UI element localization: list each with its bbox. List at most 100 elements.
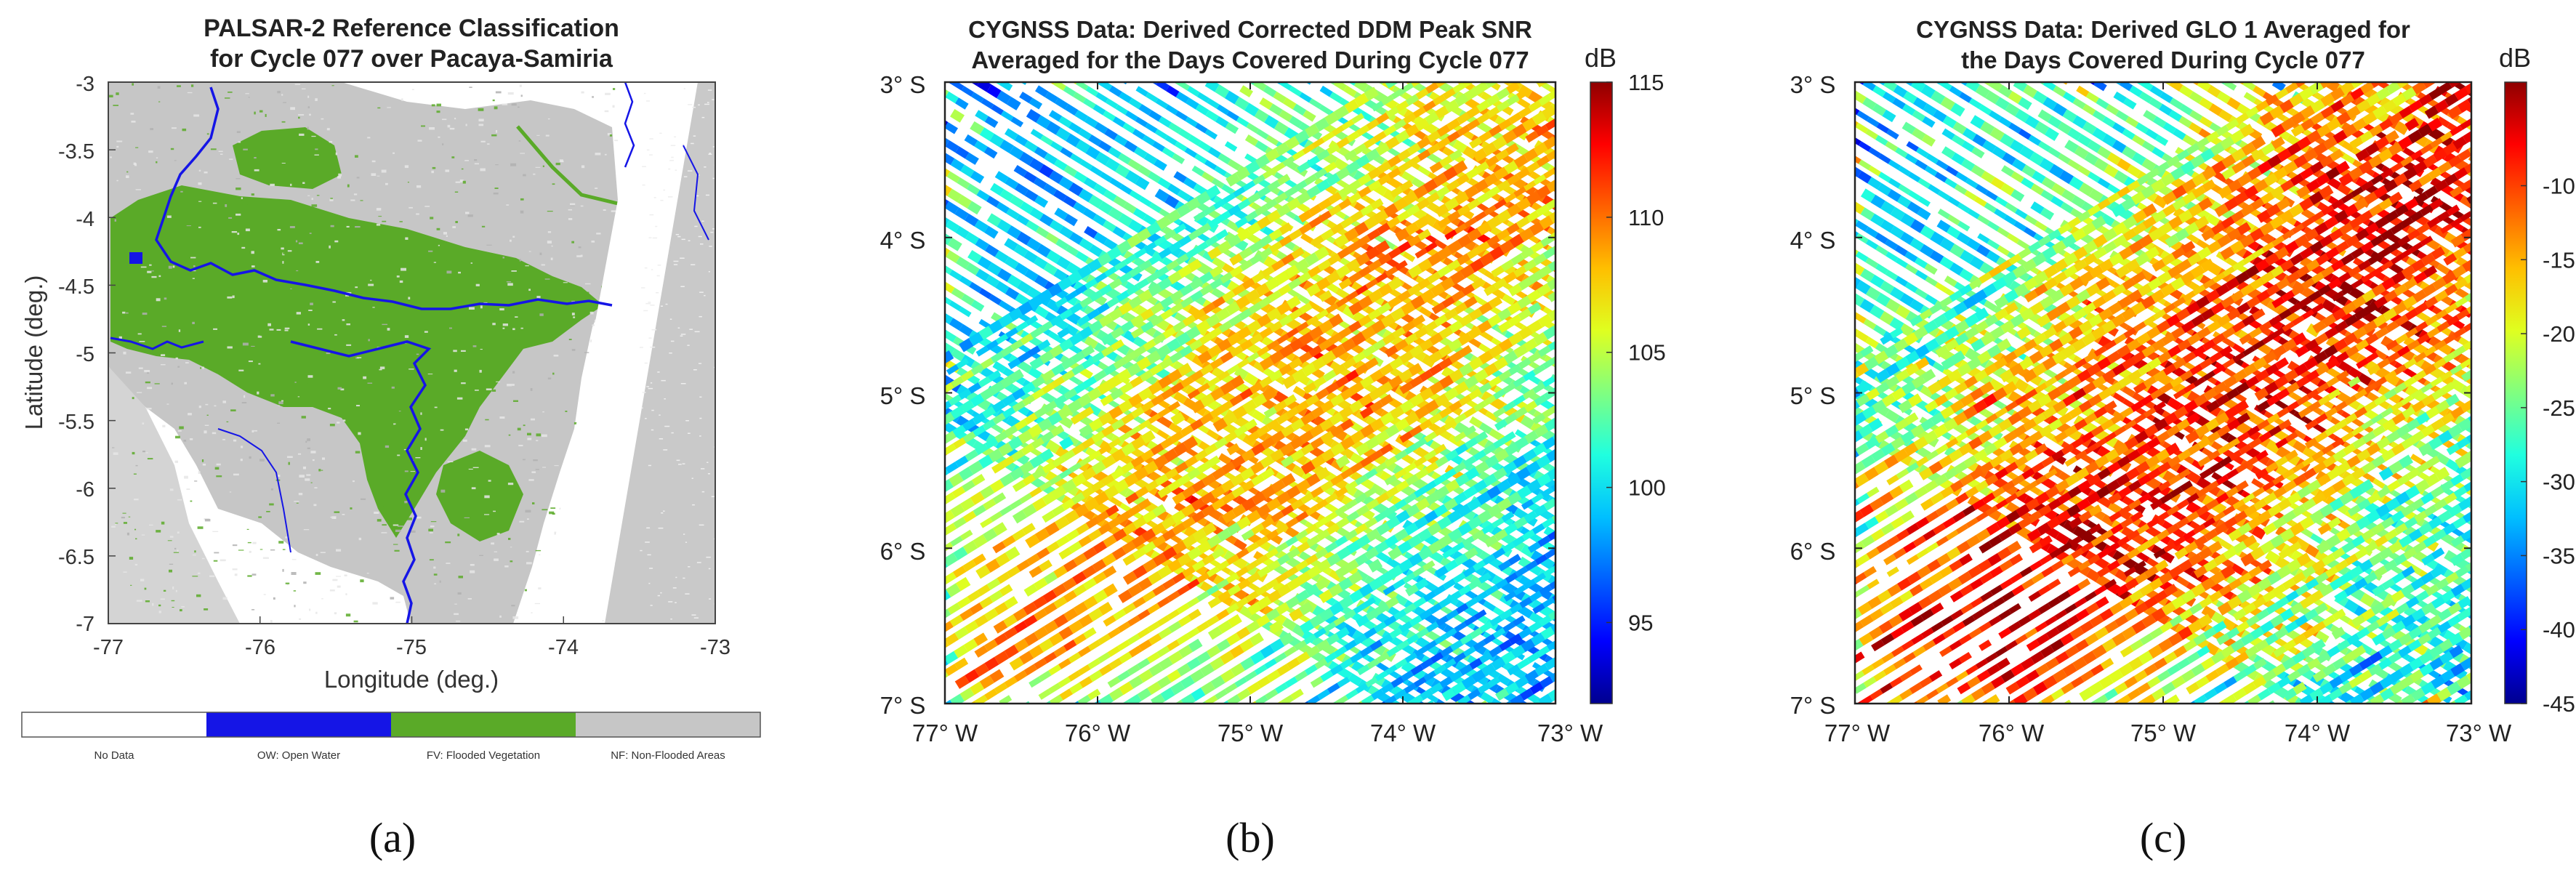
speckle: [572, 349, 576, 351]
speckle: [511, 270, 517, 272]
track-segment: [1450, 244, 1460, 250]
speckle: [416, 185, 421, 188]
speckle: [507, 283, 513, 286]
track-segment: [958, 581, 968, 587]
track-segment: [975, 538, 986, 544]
track-segment: [1447, 201, 1457, 207]
track-segment: [1476, 373, 1486, 379]
speckle: [527, 438, 531, 440]
track-segment: [1569, 459, 1579, 464]
track-segment: [1488, 97, 1498, 103]
track-segment: [1559, 505, 1569, 512]
speckle: [252, 430, 254, 432]
speckle: [518, 428, 521, 431]
track-segment: [1476, 483, 1486, 489]
track-segment: [1297, 134, 1308, 140]
speckle: [405, 470, 408, 472]
track-segment: [1110, 250, 1120, 256]
track-segment: [1086, 600, 1096, 605]
track-segment: [1257, 158, 1268, 165]
track-segment: [1083, 348, 1093, 354]
track-segment: [1460, 238, 1470, 244]
track-segment: [935, 327, 945, 334]
track-segment: [945, 434, 955, 440]
speckle: [491, 542, 494, 544]
track-segment: [1569, 268, 1579, 274]
track-segment: [989, 217, 999, 223]
speckle: [278, 541, 283, 544]
track-segment: [1173, 704, 1183, 709]
track-segment: [1476, 182, 1486, 188]
track-segment: [1152, 305, 1162, 311]
track-segment: [1095, 563, 1105, 568]
speckle: [113, 452, 118, 455]
track-segment: [1321, 422, 1332, 427]
track-segment: [1010, 278, 1020, 284]
speckle: [225, 97, 230, 99]
speckle: [252, 305, 254, 308]
legend-swatch-flooded-vegetation: [391, 712, 576, 737]
track-segment: [1309, 569, 1319, 575]
track-segment: [1192, 281, 1202, 286]
track-segment: [1361, 397, 1372, 403]
speckle: [685, 593, 689, 595]
speckle: [177, 499, 182, 501]
track-segment: [1136, 471, 1146, 478]
track-segment: [1032, 459, 1042, 464]
speckle: [227, 297, 232, 299]
track-segment: [1209, 538, 1220, 544]
speckle: [509, 435, 511, 436]
track-segment: [1378, 526, 1388, 532]
speckle: [121, 517, 125, 518]
track-segment: [975, 636, 986, 642]
speckle: [257, 255, 259, 257]
track-segment: [1209, 348, 1220, 354]
track-segment: [1498, 91, 1508, 97]
speckle: [699, 363, 701, 364]
track-segment: [1311, 330, 1321, 336]
speckle: [488, 480, 491, 481]
speckle: [302, 416, 306, 419]
speckle: [552, 373, 554, 375]
track-segment: [1021, 156, 1031, 161]
track-segment: [1031, 709, 1042, 716]
track-segment: [1235, 409, 1245, 415]
track-segment: [1061, 342, 1071, 348]
speckle: [130, 113, 134, 115]
track-segment: [933, 389, 943, 395]
speckle: [471, 262, 472, 264]
track-segment: [1118, 168, 1128, 174]
speckle: [302, 182, 305, 185]
track-segment: [1081, 618, 1091, 624]
track-segment: [1539, 287, 1550, 293]
track-segment: [1326, 156, 1336, 161]
track-segment: [1119, 373, 1130, 379]
track-segment: [1471, 361, 1481, 366]
speckle: [641, 287, 645, 289]
speckle: [675, 169, 677, 171]
speckle: [469, 86, 472, 88]
speckle: [241, 459, 243, 461]
speckle: [433, 567, 435, 569]
speckle: [290, 107, 295, 110]
speckle: [605, 110, 609, 112]
track-segment: [935, 532, 946, 539]
speckle: [387, 107, 391, 108]
track-segment: [1322, 403, 1332, 409]
speckle: [658, 265, 661, 266]
track-segment: [1121, 403, 1131, 409]
track-segment: [1110, 709, 1120, 716]
speckle: [299, 475, 305, 478]
track-segment: [1009, 100, 1019, 106]
speckle: [315, 354, 321, 356]
speckle: [383, 403, 388, 406]
track-segment: [1428, 76, 1438, 82]
speckle: [136, 189, 141, 190]
speckle: [185, 362, 189, 363]
speckle: [207, 133, 209, 134]
track-segment: [935, 440, 945, 446]
speckle: [233, 296, 235, 299]
speckle: [129, 557, 133, 560]
track-segment: [1220, 624, 1231, 629]
track-segment: [1080, 397, 1090, 403]
